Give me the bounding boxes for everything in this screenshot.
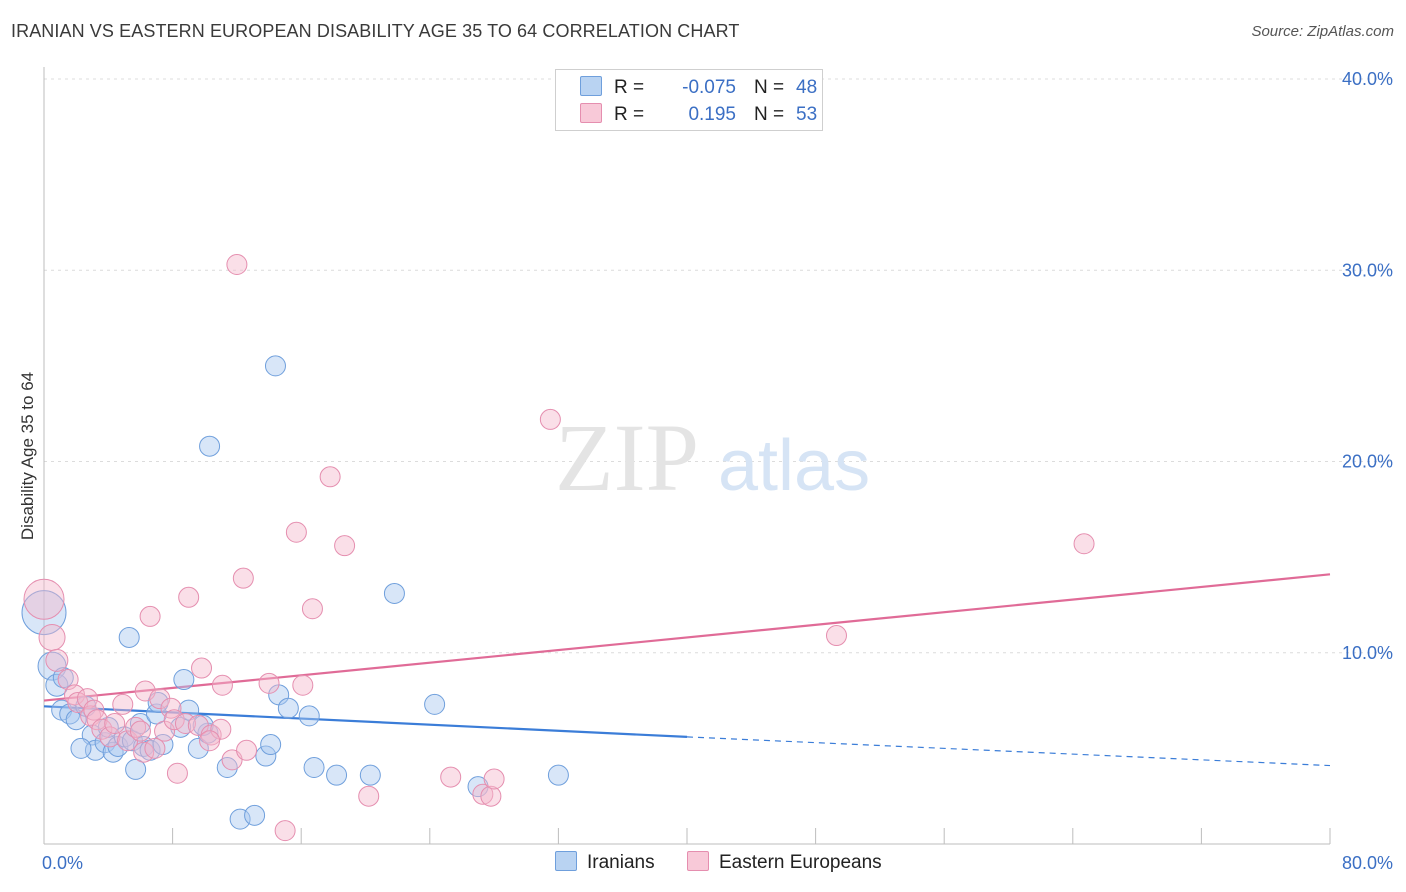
trend-line-eastern-europeans [43,573,1331,702]
y-tick-label: 40.0% [1342,69,1393,89]
bottom-legend-label-eastern-europeans: Eastern Europeans [719,852,882,873]
point-iranians [303,757,325,778]
trend-lines [43,573,1331,767]
point-iranians [21,590,67,636]
point-eastern-europeans [211,674,233,696]
point-iranians [424,693,446,715]
tick-labels: 10.0% 20.0% 30.0% 40.0% 0.0% 80.0% [42,69,1393,873]
y-tick-label: 30.0% [1342,260,1393,280]
legend-r-value: -0.075 [682,77,736,98]
point-eastern-europeans [274,820,296,842]
point-eastern-europeans [221,749,243,771]
y-tick-label: 10.0% [1342,643,1393,663]
grid-lines [44,78,1392,654]
legend-n-label: N = [754,77,785,98]
point-eastern-europeans [210,718,232,740]
axes [43,67,1331,845]
point-iranians [187,737,209,759]
point-eastern-europeans [76,688,98,710]
data-points [21,254,1095,842]
point-eastern-europeans [480,785,502,807]
watermark-atlas: atlas [718,426,870,506]
point-eastern-europeans [232,567,254,589]
point-iranians [255,745,277,767]
point-eastern-europeans [358,785,380,807]
bottom-legend-eastern-europeans: Eastern Europeans [687,851,882,874]
point-iranians [264,355,286,377]
legend-n-label: N = [754,104,785,125]
point-eastern-europeans [334,535,356,557]
point-eastern-europeans [301,598,323,620]
point-eastern-europeans [23,578,65,620]
point-eastern-europeans [292,674,314,696]
point-eastern-europeans [199,730,221,752]
legend-n-value: 53 [796,104,818,125]
point-iranians [70,737,92,759]
legend-swatch-blue [580,76,602,96]
legend-r-label: R = [614,104,645,125]
point-iranians [173,669,195,691]
point-eastern-europeans [38,623,66,651]
bottom-legend-swatch-pink [687,851,709,871]
point-eastern-europeans [133,741,155,763]
point-eastern-europeans [1073,533,1095,555]
point-eastern-europeans [45,648,69,672]
point-iranians [118,626,140,648]
bottom-legend-swatch-blue [555,851,577,871]
correlation-legend: R = -0.075 N = 48 R = 0.195 N = 53 [555,69,823,131]
point-eastern-europeans [440,766,462,788]
point-iranians [277,697,299,719]
legend-r-value: 0.195 [688,104,736,125]
x-tick-label: 80.0% [1342,853,1393,873]
watermark: ZIP atlas [555,404,870,511]
point-eastern-europeans [483,768,505,790]
trend-line-iranians [43,705,688,738]
point-eastern-europeans [178,586,200,608]
point-eastern-europeans [539,408,561,430]
legend-swatch-pink [580,103,602,123]
point-iranians [547,764,569,786]
point-eastern-europeans [472,783,494,805]
point-eastern-europeans [258,672,280,694]
point-eastern-europeans [144,737,166,759]
point-iranians [298,705,320,727]
point-eastern-europeans [91,718,113,740]
y-tick-label: 20.0% [1342,452,1393,472]
point-iranians [178,699,200,721]
x-tick-label: 0.0% [42,853,83,873]
bottom-legend-iranians: Iranians [555,851,655,874]
trend-line-iranians-extension [686,736,1331,767]
point-eastern-europeans [166,762,188,784]
point-eastern-europeans [139,605,161,627]
point-eastern-europeans [99,726,121,748]
y-axis-label: Disability Age 35 to 64 [18,372,37,540]
point-eastern-europeans [86,709,108,731]
point-eastern-europeans [319,466,341,488]
point-eastern-europeans [104,713,126,735]
point-eastern-europeans [112,693,134,715]
watermark-zip: ZIP [555,404,699,511]
chart-source: Source: ZipAtlas.com [1251,23,1394,40]
legend-row-iranians: R = -0.075 N = 48 [580,76,817,100]
chart-title: IRANIAN VS EASTERN EUROPEAN DISABILITY A… [11,21,740,41]
point-iranians [199,435,221,457]
point-eastern-europeans [236,739,258,761]
point-iranians [125,758,147,780]
legend-n-value: 48 [796,77,818,98]
point-eastern-europeans [825,625,847,647]
point-eastern-europeans [226,254,248,276]
point-iranians [244,804,266,826]
point-eastern-europeans [129,720,151,742]
bottom-legend-label-iranians: Iranians [587,852,655,873]
point-eastern-europeans [163,709,185,731]
point-iranians [260,734,282,756]
point-eastern-europeans [285,521,307,543]
point-iranians [326,764,348,786]
point-iranians [359,764,381,786]
point-eastern-europeans [191,657,213,679]
point-iranians [383,582,405,604]
legend-r-label: R = [614,77,645,98]
legend-row-eastern-europeans: R = 0.195 N = 53 [580,103,817,127]
